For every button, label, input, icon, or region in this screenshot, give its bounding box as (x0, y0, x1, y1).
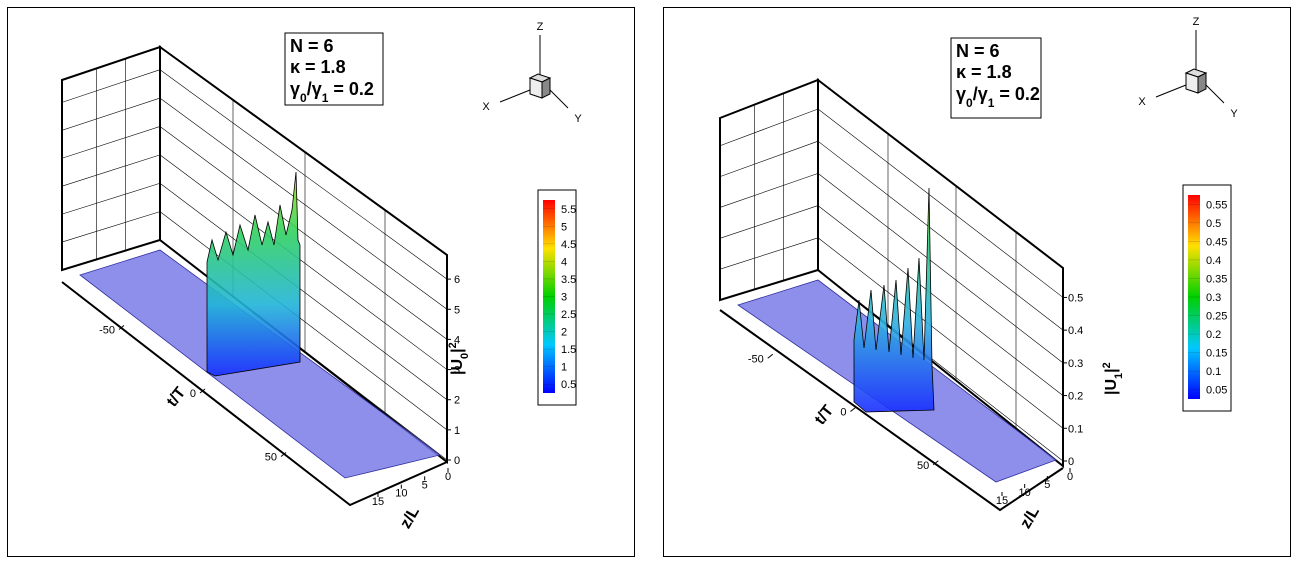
cube-right (1198, 73, 1206, 93)
t-tick-label: -50 (99, 325, 115, 337)
zl-tick-label: 15 (372, 496, 384, 508)
z-tick-label: 0 (1068, 456, 1074, 468)
legend-label: 0.05 (1206, 385, 1227, 397)
orientation-label: Y (574, 113, 582, 125)
orientation-label: Z (1193, 16, 1200, 28)
legend-label: 0.55 (1206, 199, 1227, 211)
legend-label: 1.5 (561, 344, 576, 356)
legend-label: 0.4 (1206, 255, 1221, 267)
t-tick-label: 0 (190, 388, 196, 400)
legend-label: 0.45 (1206, 236, 1227, 248)
zl-tick-label: 5 (1044, 479, 1050, 491)
legend-label: 4 (561, 256, 567, 268)
annotation-line: N = 6 (956, 41, 1000, 61)
legend-label: 0.5 (561, 379, 576, 391)
orientation-label: Z (537, 21, 544, 33)
legend-label: 0.35 (1206, 273, 1227, 285)
legend-label: 0.2 (1206, 329, 1221, 341)
legend-label: 2.5 (561, 309, 576, 321)
annotation-part: = 0.2 (328, 79, 374, 99)
legend-label: 0.3 (1206, 292, 1221, 304)
z-tick-label: 2 (454, 395, 460, 407)
back-wall (720, 80, 818, 300)
z-axis-title-part: |U (449, 359, 466, 375)
orientation-axis (1156, 85, 1186, 97)
orientation-axis (1206, 85, 1224, 103)
zl-tick-label: 0 (445, 471, 451, 483)
legend-label: 4.5 (561, 239, 576, 251)
t-axis-title: t/T (164, 384, 190, 410)
legend-label: 0.1 (1206, 366, 1221, 378)
legend-label: 2 (561, 327, 567, 339)
z-tick-label: 0.3 (1068, 358, 1083, 370)
z-tick-label: 0.4 (1068, 325, 1083, 337)
annotation-part: γ (956, 84, 966, 104)
orientation-axis (500, 90, 530, 102)
z-tick-label: 0.2 (1068, 391, 1083, 403)
orientation-label: X (482, 101, 490, 113)
annotation-line: κ = 1.8 (290, 57, 346, 77)
t-tick (851, 408, 856, 412)
legend-label: 0.15 (1206, 348, 1227, 360)
zl-axis-title: z/L (397, 504, 423, 532)
annotation-part: = 0.2 (994, 84, 1040, 104)
t-tick-label: -50 (748, 353, 764, 365)
back-wall (62, 47, 160, 270)
legend-label: 0.25 (1206, 311, 1227, 323)
figure: 0123456-50050051015|U0|2t/Tz/LN = 6κ = 1… (0, 0, 1302, 565)
legend-label: 3.5 (561, 274, 576, 286)
annotation-line: κ = 1.8 (956, 62, 1012, 82)
annotation-part: /γ (307, 79, 322, 99)
z-tick-label: 6 (454, 274, 460, 286)
z-axis-title: |U1|2 (1101, 362, 1125, 395)
z-tick-label: 1 (454, 425, 460, 437)
zl-tick-label: 10 (395, 488, 407, 500)
z-tick-label: 5 (454, 304, 460, 316)
t-tick-label: 50 (265, 452, 277, 464)
zl-tick-label: 15 (996, 495, 1008, 507)
z-tick-label: 0.1 (1068, 423, 1083, 435)
t-tick (768, 354, 773, 358)
t-axis-title: t/T (812, 402, 838, 428)
zl-axis-title: z/L (1017, 504, 1043, 532)
z-tick-label: 0 (454, 455, 460, 467)
legend-label: 0.5 (1206, 218, 1221, 230)
orientation-label: X (1138, 96, 1146, 108)
t-tick-label: 0 (840, 407, 846, 419)
z-axis-title-part: 2 (447, 342, 459, 348)
zl-tick-label: 10 (1019, 487, 1031, 499)
panel: 0 0.1 0.2 0.3 0.4 0.5 -50 0 50 0 5 10 15 |U1|2 t/T z/L N… (664, 8, 1291, 557)
annotation-part: γ (290, 79, 300, 99)
orientation-label: Y (1230, 108, 1238, 120)
annotation-line: N = 6 (290, 36, 334, 56)
orientation-axis (550, 90, 568, 108)
z-tick-label: 0.5 (1068, 292, 1083, 304)
legend-label: 5.5 (561, 204, 576, 216)
cube-left (1186, 73, 1198, 93)
legend-label: 5 (561, 221, 567, 233)
z-axis-title: |U0|2 (447, 342, 471, 375)
t-tick-label: 50 (917, 460, 929, 472)
z-axis-title-part: |U (1103, 379, 1120, 395)
legend-label: 3 (561, 292, 567, 304)
cube-right (542, 78, 550, 98)
annotation-part: /γ (973, 84, 988, 104)
cube-left (530, 78, 542, 98)
zl-tick-label: 0 (1067, 471, 1073, 483)
z-axis-title-part: 2 (1101, 362, 1113, 368)
zl-tick-label: 5 (422, 479, 428, 491)
legend-label: 1 (561, 362, 567, 374)
